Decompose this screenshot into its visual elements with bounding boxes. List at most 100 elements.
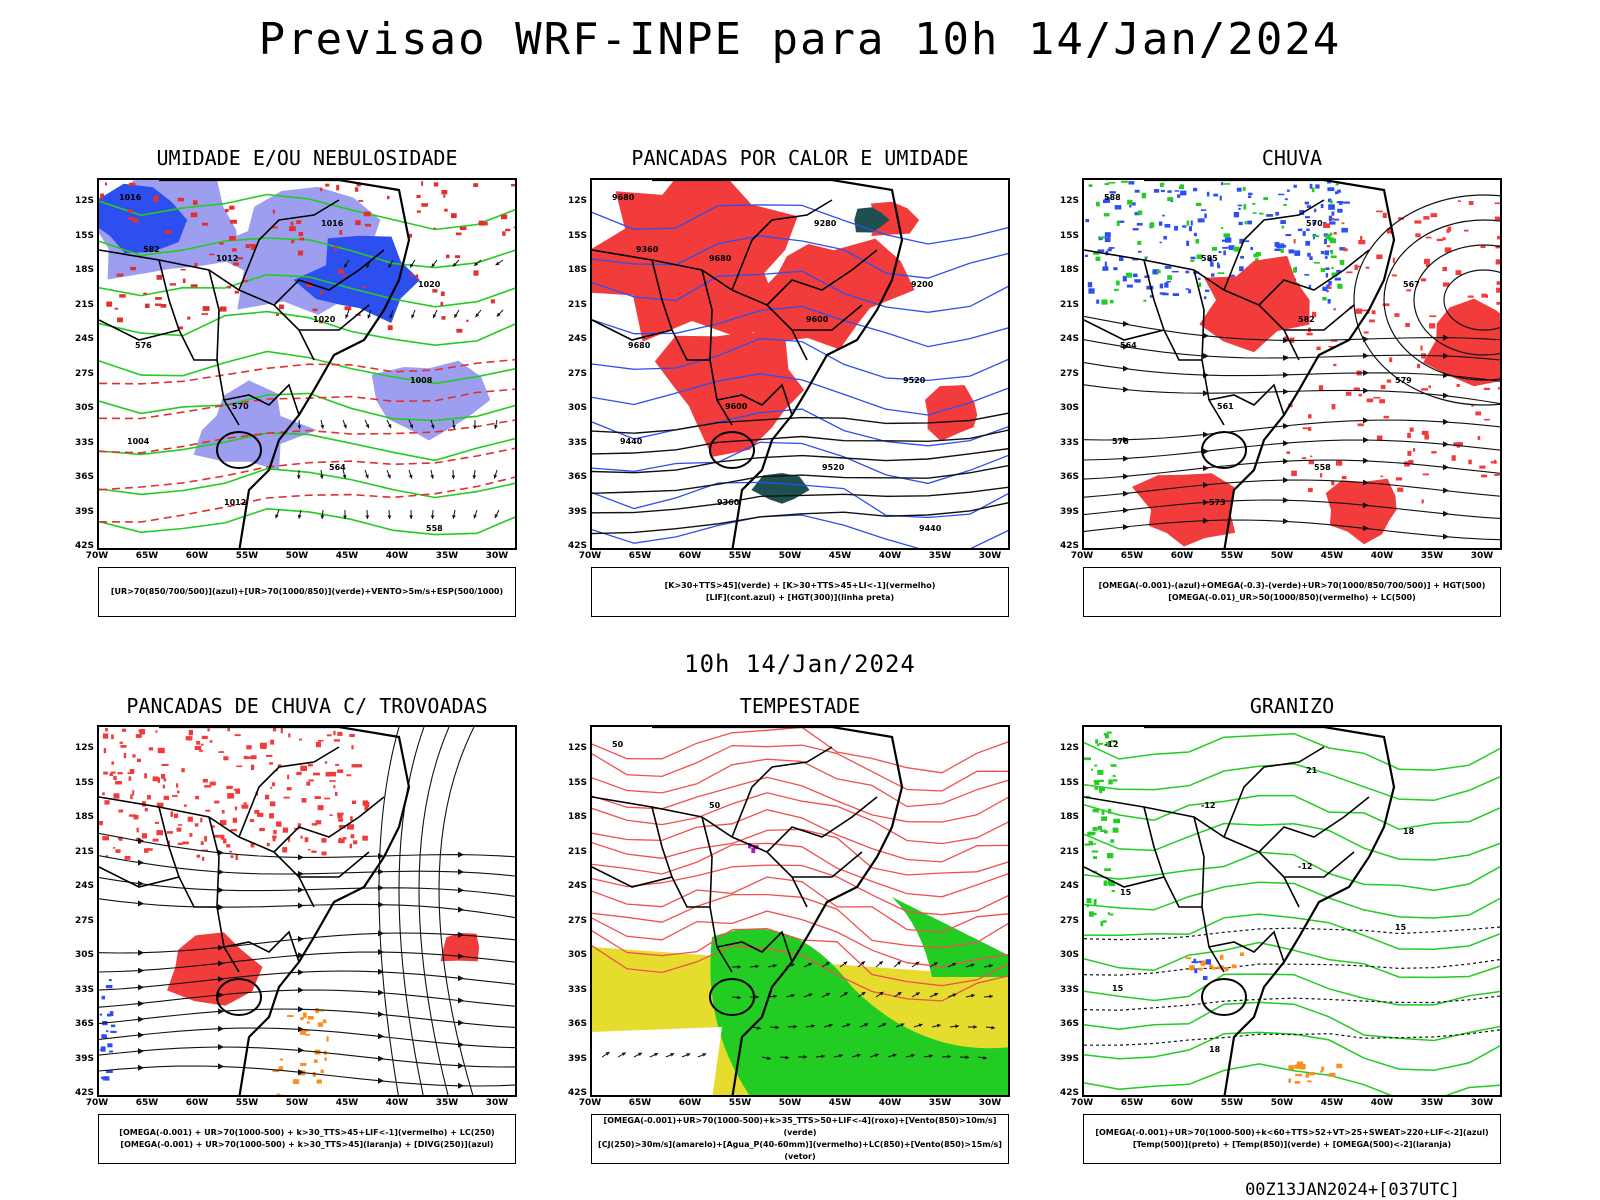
- lat-tick-label: 18S: [1059, 812, 1079, 822]
- lat-tick-label: 42S: [1059, 1088, 1079, 1098]
- lon-tick-label: 30W: [485, 1098, 509, 1108]
- contour-label: 9200: [911, 280, 934, 289]
- lon-tick-label: 35W: [928, 551, 952, 561]
- state-border: [1223, 746, 1325, 838]
- lifted-index-contour: [592, 337, 1008, 382]
- lat-tick-label: 24S: [74, 334, 94, 344]
- panel-title-tempestade: TEMPESTADE: [739, 694, 861, 718]
- legend-umidade: [UR>70(850/700/500)](azul)+[UR>70(1000/8…: [98, 567, 516, 617]
- contour-label: 564: [329, 463, 346, 472]
- map-granizo: -12 -12 -12 15 15 18 21 18 15: [1082, 725, 1502, 1097]
- uruguay-outline: [1201, 431, 1247, 469]
- contour-label: 564: [1120, 341, 1137, 350]
- lc850-streamline: [592, 864, 1008, 916]
- lat-tick-label: 36S: [74, 472, 94, 482]
- temp850-contour: [1084, 913, 1500, 951]
- lon-tick-label: 45W: [335, 1098, 359, 1108]
- lon-tick-label: 65W: [1120, 1098, 1144, 1108]
- lon-tick-label: 35W: [435, 1098, 459, 1108]
- lat-tick-label: 39S: [567, 506, 587, 517]
- legend-line: [UR>70(850/700/500)](azul)+[UR>70(1000/8…: [110, 587, 504, 596]
- low-level-humidity-contour: [99, 467, 515, 499]
- contour-label: 558: [426, 524, 443, 533]
- lat-tick-label: 15S: [74, 777, 94, 788]
- state-border: [716, 383, 793, 416]
- map-pancadas-calor: 9680 9680 9600 9520 9440 9360 9280 9200 9680 9600…: [590, 178, 1010, 550]
- legend-granizo: [OMEGA(-0.001)+UR>70(1000-500)+k<60+TTS>…: [1083, 1114, 1501, 1164]
- lat-tick-label: 12S: [1059, 196, 1079, 206]
- map-umidade: 1016 1012 1020 1008 1004 1012 1016 1020 576 570 56…: [97, 178, 517, 550]
- state-border: [1084, 319, 1165, 341]
- state-border: [1223, 199, 1325, 291]
- legend-tempestade: [OMEGA(-0.001)+UR>70(1000-500)+k>35_TTS>…: [591, 1114, 1009, 1164]
- legend-line: [OMEGA(-0.001)+UR>70(1000-500)+k>35_TTS>…: [603, 1116, 997, 1137]
- lat-tick-label: 18S: [74, 812, 94, 822]
- coastline: [652, 180, 904, 548]
- state-border: [1258, 249, 1370, 306]
- lat-tick-label: 42S: [74, 541, 94, 551]
- coastline: [1144, 727, 1396, 1095]
- lat-tick-label: 12S: [74, 743, 94, 753]
- lon-tick-label: 55W: [1220, 1098, 1244, 1108]
- omega-orange-speckle: [1288, 1061, 1343, 1084]
- state-border: [299, 304, 370, 331]
- contour-label: 50: [709, 801, 721, 810]
- hgt300-contour: [592, 412, 1008, 434]
- state-border: [766, 796, 878, 853]
- thunder-red-fill: [167, 932, 263, 1006]
- lon-tick-label: 60W: [678, 1098, 702, 1108]
- lon-tick-label: 65W: [135, 1098, 159, 1108]
- temp850-contour: [1084, 1031, 1500, 1072]
- contour-label: 576: [1112, 437, 1129, 446]
- state-border: [731, 746, 833, 838]
- contour-label: 18: [1209, 1045, 1221, 1054]
- low-level-humidity-contour: [99, 237, 515, 269]
- convective-instability-fill: [592, 180, 798, 342]
- instability-green-fill: [751, 473, 810, 504]
- lon-tick-label: 55W: [728, 1098, 752, 1108]
- lat-tick-label: 30S: [567, 403, 587, 413]
- contour-label: 9520: [822, 463, 845, 472]
- lon-tick-label: 45W: [828, 1098, 852, 1108]
- lat-tick-label: 39S: [1059, 1053, 1079, 1064]
- lat-tick-label: 39S: [1059, 506, 1079, 517]
- state-border: [273, 249, 385, 306]
- lon-tick-label: 60W: [678, 551, 702, 561]
- lc850-streamline: [592, 744, 1008, 792]
- lon-tick-label: 55W: [1220, 551, 1244, 561]
- lat-tick-label: 24S: [1059, 881, 1079, 891]
- lon-tick-label: 30W: [1470, 551, 1494, 561]
- contour-label: 1020: [313, 315, 336, 324]
- temp850-contour: [1084, 941, 1500, 979]
- hgt500-high-contour: [1443, 269, 1500, 331]
- state-border: [99, 319, 180, 341]
- lc850-streamline: [592, 945, 1008, 1002]
- lon-tick-label: 30W: [978, 1098, 1002, 1108]
- legend-line: [OMEGA(-0.01)_UR>50(1000/850)(vermelho) …: [1168, 593, 1416, 602]
- temp500-contour: [1084, 1029, 1500, 1046]
- lon-tick-label: 50W: [1270, 551, 1294, 561]
- lat-tick-label: 12S: [567, 196, 587, 206]
- legend-chuva: [OMEGA(-0.001)-(azul)+OMEGA(-0.3)-(verde…: [1083, 567, 1501, 617]
- contour-label: 9600: [806, 315, 829, 324]
- lon-tick-label: 40W: [878, 1098, 902, 1108]
- contour-label: 582: [143, 245, 160, 254]
- lat-tick-label: 30S: [74, 403, 94, 413]
- lat-tick-label: 33S: [567, 437, 587, 448]
- temp850-contour: [1084, 881, 1500, 919]
- contour-label: 558: [1314, 463, 1331, 472]
- hgt300-contour: [592, 429, 1008, 455]
- lon-tick-label: 40W: [1370, 551, 1394, 561]
- thickness-contour: [99, 358, 515, 385]
- state-border: [1258, 796, 1370, 853]
- lat-tick-label: 42S: [74, 1088, 94, 1098]
- uruguay-outline: [709, 431, 755, 469]
- map-chuva: 588 585 582 579 576 573 570 567 564 561 558: [1082, 178, 1502, 550]
- lc250-streamline: [398, 727, 425, 1095]
- state-border: [273, 796, 385, 853]
- lat-tick-label: 18S: [1059, 265, 1079, 275]
- temp850-contour: [1084, 851, 1500, 892]
- lat-tick-label: 33S: [567, 984, 587, 995]
- hgt500-streamlines: [1084, 315, 1500, 541]
- state-border: [1143, 806, 1202, 908]
